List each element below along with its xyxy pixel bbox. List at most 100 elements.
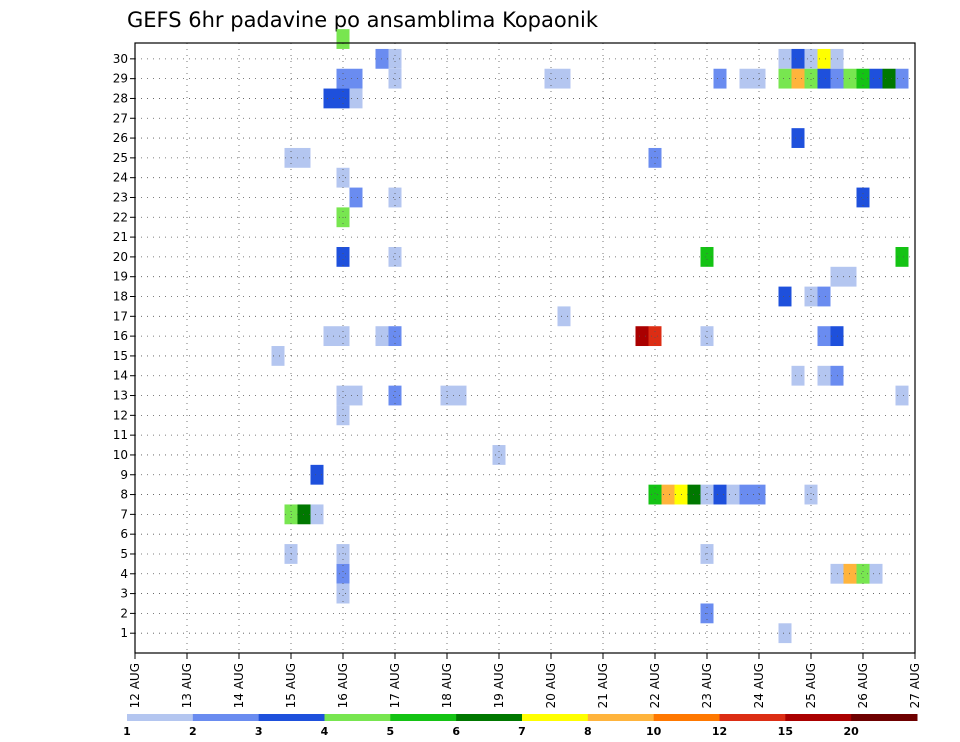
heat-cell-47 <box>700 484 714 505</box>
heat-cell-73 <box>895 68 909 89</box>
heat-cell-43 <box>648 484 662 505</box>
y-tick-label-28: 28 <box>113 91 128 105</box>
legend-label-15: 15 <box>778 725 793 738</box>
y-tick-label-5: 5 <box>120 547 128 561</box>
heat-cell-80 <box>804 286 818 307</box>
heat-cell-66 <box>804 68 818 89</box>
heat-cell-49 <box>726 484 740 505</box>
heat-cell-50 <box>739 484 753 505</box>
y-tick-label-8: 8 <box>120 488 128 502</box>
heat-cell-40 <box>635 326 649 347</box>
x-tick-label-8: 20 AUG <box>544 663 558 708</box>
heat-cell-36 <box>492 445 506 465</box>
heat-cell-62 <box>817 48 831 69</box>
heat-cell-20 <box>388 326 402 347</box>
y-tick-label-29: 29 <box>113 72 128 86</box>
heat-cell-93 <box>778 623 792 644</box>
heat-cell-21 <box>271 346 285 366</box>
y-tick-label-16: 16 <box>113 329 128 343</box>
legend-label-3: 3 <box>255 725 263 738</box>
y-tick-label-18: 18 <box>113 290 128 304</box>
legend-swatch-6 <box>522 714 589 721</box>
x-tick-label-4: 16 AUG <box>336 663 350 708</box>
heat-cell-91 <box>856 563 870 584</box>
heat-cell-8 <box>349 88 363 109</box>
legend-swatch-1 <box>192 714 260 721</box>
heat-cell-84 <box>791 365 805 386</box>
heat-cell-12 <box>349 187 363 208</box>
heat-cell-5 <box>388 68 402 89</box>
heat-cell-3 <box>336 68 350 89</box>
heat-cell-87 <box>895 385 909 406</box>
y-tick-label-4: 4 <box>120 567 128 581</box>
heat-cell-52 <box>700 246 714 267</box>
heat-cell-76 <box>895 246 909 267</box>
x-tick-label-13: 25 AUG <box>804 663 818 708</box>
y-axis: 1234567891011121314151617181920212223242… <box>113 52 135 640</box>
heat-cell-70 <box>856 68 870 89</box>
legend-label-20: 20 <box>844 725 860 738</box>
y-tick-label-10: 10 <box>113 448 128 462</box>
heat-cell-74 <box>791 128 805 148</box>
legend-swatch-7 <box>587 714 655 721</box>
legend-label-8: 8 <box>584 725 592 738</box>
chart-title: GEFS 6hr padavine po ansamblima Kopaonik <box>127 8 599 32</box>
heat-cell-53 <box>700 326 714 347</box>
y-tick-label-22: 22 <box>113 210 128 224</box>
heat-cell-57 <box>739 68 753 89</box>
x-tick-label-3: 15 AUG <box>284 663 298 708</box>
heat-cell-48 <box>713 484 727 505</box>
heat-cell-41 <box>648 326 662 347</box>
heat-cell-39 <box>557 306 571 327</box>
y-tick-label-27: 27 <box>113 111 128 125</box>
legend-swatch-8 <box>653 714 720 721</box>
y-tick-label-19: 19 <box>113 270 128 284</box>
heat-cell-4 <box>349 68 363 89</box>
heat-cell-23 <box>349 385 363 406</box>
heat-cell-61 <box>804 48 818 69</box>
legend-swatch-2 <box>258 714 325 721</box>
y-tick-label-2: 2 <box>120 606 128 620</box>
heat-cell-67 <box>817 68 831 89</box>
y-tick-label-26: 26 <box>113 131 128 145</box>
legend-label-5: 5 <box>387 725 395 738</box>
x-tick-label-11: 23 AUG <box>700 663 714 708</box>
y-tick-label-30: 30 <box>113 52 128 66</box>
y-tick-label-3: 3 <box>120 587 128 601</box>
x-tick-label-9: 21 AUG <box>596 663 610 708</box>
heat-cell-31 <box>310 504 324 525</box>
x-tick-label-5: 17 AUG <box>388 663 402 708</box>
heat-cell-92 <box>869 563 883 584</box>
heat-cell-11 <box>336 167 350 188</box>
heat-cell-15 <box>336 246 350 267</box>
heat-cell-7 <box>336 88 350 109</box>
legend-label-4: 4 <box>321 725 329 738</box>
legend-swatch-9 <box>719 714 786 721</box>
legend-swatch-10 <box>785 714 852 721</box>
heat-cell-13 <box>388 187 402 208</box>
y-tick-label-25: 25 <box>113 151 128 165</box>
heat-cell-37 <box>544 68 558 89</box>
heat-cell-18 <box>336 326 350 347</box>
y-tick-label-21: 21 <box>113 230 128 244</box>
legend-label-2: 2 <box>189 725 197 738</box>
x-tick-label-1: 13 AUG <box>180 663 194 708</box>
y-tick-label-13: 13 <box>113 389 128 403</box>
heat-cell-16 <box>388 246 402 267</box>
plot-frame <box>134 42 916 654</box>
heat-cell-56 <box>713 68 727 89</box>
heat-cell-17 <box>323 326 337 347</box>
legend-swatch-11 <box>851 714 918 721</box>
x-tick-label-10: 22 AUG <box>648 663 662 708</box>
heat-cell-28 <box>310 464 324 485</box>
heat-cell-79 <box>778 286 792 307</box>
x-axis: 12 AUG 13 AUG 14 AUG 15 AUG 16 AUG 17 AUG 18 A… <box>128 653 922 708</box>
heat-cell-22 <box>336 385 350 406</box>
y-tick-label-11: 11 <box>113 428 128 442</box>
x-tick-label-2: 14 AUG <box>232 663 246 708</box>
y-tick-label-15: 15 <box>113 349 128 363</box>
heat-cell-75 <box>856 187 870 208</box>
legend-swatch-0 <box>127 714 194 721</box>
heat-cell-65 <box>791 68 805 89</box>
